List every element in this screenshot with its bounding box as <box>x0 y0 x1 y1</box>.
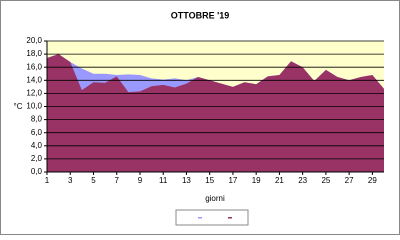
x-tick-label: 25 <box>321 176 330 185</box>
y-tick-label: 4,0 <box>31 141 43 150</box>
chart-title: OTTOBRE '19 <box>171 10 230 20</box>
y-tick-label: 14,0 <box>26 75 42 84</box>
x-tick-label: 9 <box>138 176 143 185</box>
y-tick-label: 18,0 <box>26 49 42 58</box>
y-tick-label: 0,0 <box>31 167 43 176</box>
x-tick-label: 13 <box>182 176 191 185</box>
x-tick-label: 21 <box>275 176 284 185</box>
x-axis-label: giorni <box>205 194 225 203</box>
y-axis-label: °C <box>14 102 23 111</box>
y-tick-label: 6,0 <box>31 128 43 137</box>
x-tick-label: 7 <box>114 176 119 185</box>
x-tick-label: 29 <box>368 176 377 185</box>
legend-swatch <box>228 217 232 219</box>
y-tick-label: 12,0 <box>26 89 42 98</box>
x-tick-label: 5 <box>91 176 96 185</box>
x-tick-label: 15 <box>205 176 214 185</box>
y-tick-label: 20,0 <box>26 36 42 45</box>
x-tick-label: 17 <box>228 176 237 185</box>
y-tick-label: 2,0 <box>31 154 43 163</box>
x-tick-label: 11 <box>159 176 168 185</box>
x-tick-label: 23 <box>298 176 307 185</box>
y-tick-label: 16,0 <box>26 62 42 71</box>
legend <box>175 209 249 226</box>
x-tick-label: 3 <box>68 176 73 185</box>
chart: OTTOBRE '19 °C giorni 0,0 2,0 4,0 6,0 8,0 10,… <box>0 0 400 235</box>
legend-swatch <box>198 217 202 219</box>
x-tick-label: 27 <box>345 176 354 185</box>
legend-box <box>175 209 249 226</box>
y-tick-label: 10,0 <box>26 102 42 111</box>
y-tick-label: 8,0 <box>31 115 43 124</box>
x-tick-label: 19 <box>252 176 261 185</box>
area-series <box>47 54 384 172</box>
x-tick-label: 1 <box>45 176 50 185</box>
